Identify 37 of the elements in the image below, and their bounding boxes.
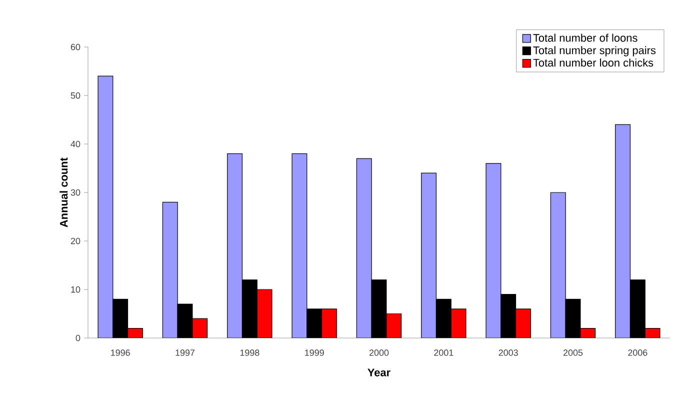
x-tick-label: 1997 (176, 350, 195, 356)
bar (386, 313, 402, 338)
x-tick-label: 2006 (628, 350, 648, 356)
legend-label: Total number loon chicks (533, 58, 654, 67)
bar (98, 76, 114, 338)
bar (615, 124, 631, 338)
x-tick-label: 2005 (563, 350, 583, 356)
legend-label: Total number spring pairs (533, 46, 656, 56)
x-tick-label: 2003 (498, 350, 518, 356)
y-tick-label: 40 (70, 140, 80, 148)
bar (321, 308, 337, 338)
x-axis-title: Year (368, 368, 390, 376)
bar (356, 158, 372, 338)
y-axis-title: Annual count (60, 158, 68, 228)
y-tick-label: 20 (70, 238, 80, 244)
bar (162, 202, 178, 338)
bar (256, 289, 272, 338)
bar (421, 172, 437, 338)
x-tick-label: 1999 (305, 350, 324, 356)
legend-label: Total number of loons (533, 34, 638, 42)
x-tick-label: 2001 (434, 350, 454, 356)
bar (550, 192, 566, 338)
y-tick-label: 10 (71, 286, 80, 293)
bar (515, 308, 531, 338)
x-tick-label: 1996 (111, 350, 130, 356)
bar (128, 328, 143, 338)
y-tick-label: 50 (70, 92, 80, 99)
bar (292, 153, 308, 338)
y-tick-label: 0 (76, 334, 80, 342)
bar (486, 163, 502, 338)
y-tick-label: 30 (70, 189, 80, 196)
y-tick-label: 60 (70, 44, 80, 50)
bar (192, 318, 208, 338)
x-tick-label: 1998 (240, 350, 260, 356)
bar (450, 308, 466, 338)
bar (227, 153, 243, 338)
x-tick-label: 2000 (369, 350, 389, 356)
